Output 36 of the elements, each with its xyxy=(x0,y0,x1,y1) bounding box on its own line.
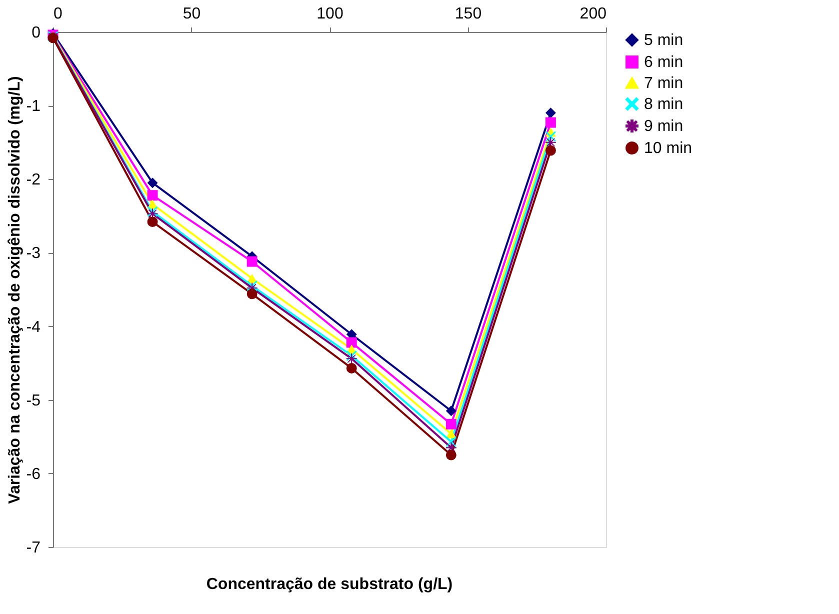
point xyxy=(246,256,258,267)
y-tick-label: -6 xyxy=(26,466,41,483)
point xyxy=(446,418,456,430)
point xyxy=(545,117,556,128)
point xyxy=(446,406,456,416)
x-tick-label: 150 xyxy=(454,6,482,22)
legend-label: 9 min xyxy=(644,118,684,135)
y-tick-label: -3 xyxy=(26,245,41,262)
point xyxy=(346,337,357,348)
x-axis-title: Concentração de substrato (g/L) xyxy=(206,576,453,593)
point xyxy=(246,288,258,300)
x-tick-label: 0 xyxy=(54,6,62,22)
y-axis-title: Variação na concentração de oxigênio dissolvido (mg/L) xyxy=(6,76,24,504)
legend-label: 7 min xyxy=(644,75,684,92)
point xyxy=(147,190,158,201)
point xyxy=(346,362,357,374)
y-tick-label: -2 xyxy=(26,172,41,189)
y-tick-label: -1 xyxy=(26,98,41,116)
y-tick-label: -4 xyxy=(26,318,41,336)
point xyxy=(446,450,456,460)
legend-label: 5 min xyxy=(644,32,684,49)
x-tick-label: 100 xyxy=(316,6,344,22)
legend-label: 6 min xyxy=(644,54,684,71)
x-tick-label: 50 xyxy=(182,6,201,22)
point xyxy=(545,137,556,148)
x-tick-label: 200 xyxy=(580,6,607,22)
y-tick-label: 0 xyxy=(32,24,41,42)
point xyxy=(545,108,556,118)
point xyxy=(147,178,158,188)
point xyxy=(147,216,158,228)
point xyxy=(545,145,556,156)
point xyxy=(346,353,357,364)
legend-label: 10 min xyxy=(644,140,692,157)
y-tick-label: -5 xyxy=(26,392,41,410)
legend-label: 8 min xyxy=(644,96,684,113)
y-tick-label: -7 xyxy=(26,540,41,556)
